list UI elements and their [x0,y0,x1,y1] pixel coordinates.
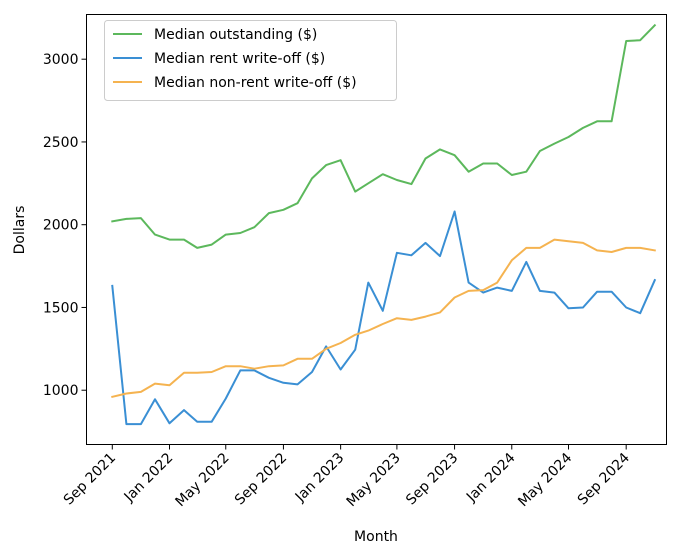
x-tick-label-0: Sep 2021 [61,450,119,508]
y-tick-label-4: 3000 [43,52,79,68]
legend: Median outstanding ($) Median rent write-… [104,20,397,101]
x-tick-label-3: Sep 2022 [232,450,290,508]
y-tick-label-2: 2000 [43,218,79,234]
x-tick-label-9: Sep 2024 [575,450,633,508]
x-tick-label-6: Sep 2023 [403,450,461,508]
legend-label-2: Median rent write-off ($) [154,51,325,67]
series-line-2 [111,210,657,426]
legend-label-1: Median outstanding ($) [154,27,317,43]
x-tick-label-2: May 2022 [173,450,233,510]
x-tick-label-1: Jan 2022 [121,450,177,506]
y-tick-label-3: 2500 [43,135,79,151]
x-tick-label-5: May 2023 [344,450,404,510]
series-layer [111,23,657,426]
y-axis-title: Dollars [12,206,28,255]
x-tick-label-4: Jan 2023 [292,450,348,506]
x-tick-label-8: May 2024 [515,450,575,510]
legend-box [104,20,397,101]
plot-area [86,14,667,445]
legend-label-3: Median non-rent write-off ($) [154,75,357,91]
series-line-3 [111,238,656,399]
y-tick-label-1: 1500 [43,300,79,316]
x-tick-label-7: Jan 2024 [463,450,519,506]
y-tick-label-0: 1000 [43,383,79,399]
series-line-1 [111,23,657,249]
y-axis: 1000 1500 2000 2500 3000 [43,52,87,399]
x-axis-title: Month [354,529,398,545]
